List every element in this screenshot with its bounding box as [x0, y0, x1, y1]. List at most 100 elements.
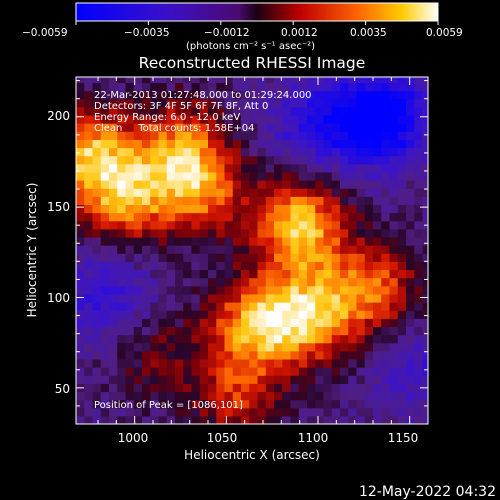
heatmap-cell	[133, 318, 143, 327]
heatmap-cell	[100, 163, 110, 173]
heatmap-cell	[76, 277, 85, 287]
heatmap-cell	[117, 375, 127, 384]
heatmap-cell	[274, 147, 283, 157]
heatmap-cell	[340, 310, 349, 319]
heatmap-cell	[224, 236, 234, 246]
heatmap-cell	[397, 245, 407, 254]
heatmap-cell	[150, 196, 160, 206]
heatmap-cell	[208, 391, 217, 401]
heatmap-cell	[381, 163, 391, 173]
heatmap-cell	[166, 188, 176, 197]
heatmap-cell	[397, 139, 407, 149]
heatmap-cell	[331, 82, 341, 92]
heatmap-cell	[414, 82, 424, 92]
heatmap-cell	[373, 375, 382, 384]
heatmap-cell	[199, 77, 209, 84]
heatmap-cell	[389, 155, 399, 165]
heatmap-cell	[133, 212, 143, 222]
heatmap-cell	[397, 236, 407, 246]
heatmap-cell	[331, 310, 341, 319]
heatmap-cell	[92, 310, 102, 319]
heatmap-cell	[389, 77, 399, 84]
heatmap-cell	[241, 139, 250, 149]
heatmap-cell	[224, 253, 234, 262]
heatmap-cell	[109, 342, 118, 352]
heatmap-cell	[92, 212, 102, 222]
heatmap-cell	[298, 155, 308, 165]
heatmap-cell	[397, 375, 407, 384]
heatmap-cell	[84, 293, 94, 303]
heatmap-cell	[282, 139, 292, 149]
heatmap-cell	[76, 114, 85, 124]
heatmap-cell	[282, 350, 292, 360]
heatmap-cell	[142, 188, 151, 197]
heatmap-cell	[92, 269, 102, 279]
heatmap-cell	[373, 277, 382, 287]
heatmap-cell	[125, 220, 135, 230]
heatmap-cell	[406, 415, 415, 424]
heatmap-cell	[241, 310, 250, 319]
heatmap-cell	[224, 163, 234, 173]
heatmap-cell	[191, 318, 201, 327]
heatmap-cell	[265, 302, 275, 311]
heatmap-cell	[298, 318, 308, 327]
heatmap-cell	[166, 342, 176, 352]
heatmap-cell	[331, 261, 341, 271]
heatmap-cell	[241, 77, 250, 84]
heatmap-cell	[133, 188, 143, 197]
heatmap-cell	[298, 139, 308, 149]
heatmap-cell	[100, 77, 110, 84]
heatmap-cell	[331, 293, 341, 303]
heatmap-cell	[397, 334, 407, 344]
heatmap-cell	[381, 147, 391, 157]
heatmap-cell	[340, 375, 349, 384]
heatmap-cell	[199, 350, 209, 360]
heatmap-cell	[249, 90, 259, 100]
heatmap-cell	[142, 131, 151, 140]
heatmap-cell	[208, 253, 217, 262]
heatmap-cell	[348, 171, 358, 181]
heatmap-cell	[340, 147, 349, 157]
heatmap-cell	[191, 188, 201, 197]
heatmap-cell	[84, 367, 94, 376]
heatmap-cell	[183, 407, 193, 417]
heatmap-cell	[422, 334, 428, 344]
heatmap-cell	[381, 155, 391, 165]
heatmap-cell	[307, 383, 316, 393]
heatmap-cell	[265, 367, 275, 376]
heatmap-cell	[84, 342, 94, 352]
heatmap-cell	[232, 204, 242, 214]
heatmap-cell	[397, 302, 407, 311]
heatmap-cell	[274, 350, 283, 360]
heatmap-cell	[414, 106, 424, 116]
heatmap-cell	[257, 171, 267, 181]
heatmap-cell	[117, 277, 127, 287]
heatmap-cell	[158, 302, 168, 311]
colorbar-tick-label: 0.0012	[281, 27, 318, 39]
heatmap-cell	[298, 82, 308, 92]
heatmap-cell	[84, 228, 94, 238]
heatmap-cell	[142, 90, 151, 100]
heatmap-cell	[389, 82, 399, 92]
heatmap-cell	[265, 212, 275, 222]
heatmap-cell	[117, 212, 127, 222]
heatmap-cell	[232, 171, 242, 181]
heatmap-cell	[208, 407, 217, 417]
heatmap-cell	[422, 163, 428, 173]
heatmap-cell	[282, 334, 292, 344]
heatmap-cell	[216, 415, 226, 424]
heatmap-cell	[397, 318, 407, 327]
heatmap-cell	[158, 98, 168, 108]
heatmap-cell	[109, 277, 118, 287]
heatmap-cell	[257, 285, 267, 295]
heatmap-cell	[323, 277, 333, 287]
heatmap-cell	[249, 123, 259, 132]
heatmap-cell	[249, 350, 259, 360]
heatmap-cell	[175, 269, 184, 279]
heatmap-cell	[422, 196, 428, 206]
heatmap-cell	[323, 302, 333, 311]
heatmap-cell	[208, 180, 217, 189]
heatmap-cell	[232, 302, 242, 311]
heatmap-cell	[76, 293, 85, 303]
heatmap-cell	[389, 220, 399, 230]
